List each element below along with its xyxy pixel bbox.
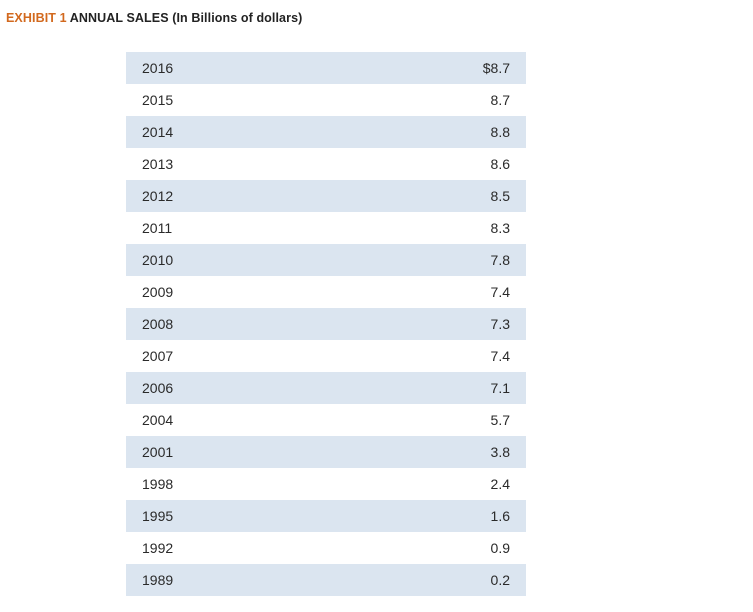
sales-value-cell: 8.3: [490, 220, 510, 236]
year-cell: 2015: [142, 92, 174, 108]
sales-value-cell: 5.7: [490, 412, 510, 428]
sales-value-cell: 8.7: [490, 92, 510, 108]
annual-sales-table: 2016 $8.7 2015 8.7 2014 8.8 2013 8.6 2012 8.5 2011…: [126, 52, 526, 596]
sales-value-cell: 8.8: [490, 124, 510, 140]
sales-value-cell: 7.3: [490, 316, 510, 332]
table-row: 2013 8.6: [126, 148, 526, 180]
table-row: 2008 7.3: [126, 308, 526, 340]
sales-value-cell: 1.6: [490, 508, 510, 524]
table-row: 2010 7.8: [126, 244, 526, 276]
exhibit-label: EXHIBIT 1: [6, 11, 67, 25]
table-row: 1989 0.2: [126, 564, 526, 596]
table-row: 2004 5.7: [126, 404, 526, 436]
table-row: 2014 8.8: [126, 116, 526, 148]
year-cell: 1989: [142, 572, 174, 588]
sales-value-cell: 7.8: [490, 252, 510, 268]
table-row: 2016 $8.7: [126, 52, 526, 84]
year-cell: 1998: [142, 476, 174, 492]
sales-value-cell: 2.4: [490, 476, 510, 492]
exhibit-caption: ANNUAL SALES (In Billions of dollars): [69, 11, 303, 25]
year-cell: 2001: [142, 444, 174, 460]
sales-value-cell: 3.8: [490, 444, 510, 460]
table-row: 1995 1.6: [126, 500, 526, 532]
year-cell: 2014: [142, 124, 174, 140]
year-cell: 2011: [142, 220, 173, 236]
year-cell: 2012: [142, 188, 174, 204]
sales-value-cell: $8.7: [482, 60, 510, 76]
sales-value-cell: 7.4: [490, 348, 510, 364]
sales-value-cell: 7.1: [490, 380, 510, 396]
year-cell: 2009: [142, 284, 174, 300]
table-row: 2011 8.3: [126, 212, 526, 244]
table-row: 2012 8.5: [126, 180, 526, 212]
sales-value-cell: 0.2: [490, 572, 510, 588]
sales-value-cell: 7.4: [490, 284, 510, 300]
annual-sales-table-body: 2016 $8.7 2015 8.7 2014 8.8 2013 8.6 2012 8.5 2011…: [126, 52, 526, 596]
year-cell: 2016: [142, 60, 174, 76]
table-row: 2007 7.4: [126, 340, 526, 372]
table-row: 2001 3.8: [126, 436, 526, 468]
year-cell: 2008: [142, 316, 174, 332]
year-cell: 2013: [142, 156, 174, 172]
year-cell: 2010: [142, 252, 174, 268]
sales-value-cell: 0.9: [490, 540, 510, 556]
exhibit-title: EXHIBIT 1 ANNUAL SALES (In Billions of d…: [6, 11, 302, 25]
table-row: 2009 7.4: [126, 276, 526, 308]
table-row: 2015 8.7: [126, 84, 526, 116]
year-cell: 2004: [142, 412, 174, 428]
year-cell: 2007: [142, 348, 174, 364]
year-cell: 1995: [142, 508, 174, 524]
sales-value-cell: 8.6: [490, 156, 510, 172]
year-cell: 2006: [142, 380, 174, 396]
table-row: 1998 2.4: [126, 468, 526, 500]
sales-value-cell: 8.5: [490, 188, 510, 204]
year-cell: 1992: [142, 540, 174, 556]
table-row: 2006 7.1: [126, 372, 526, 404]
table-row: 1992 0.9: [126, 532, 526, 564]
